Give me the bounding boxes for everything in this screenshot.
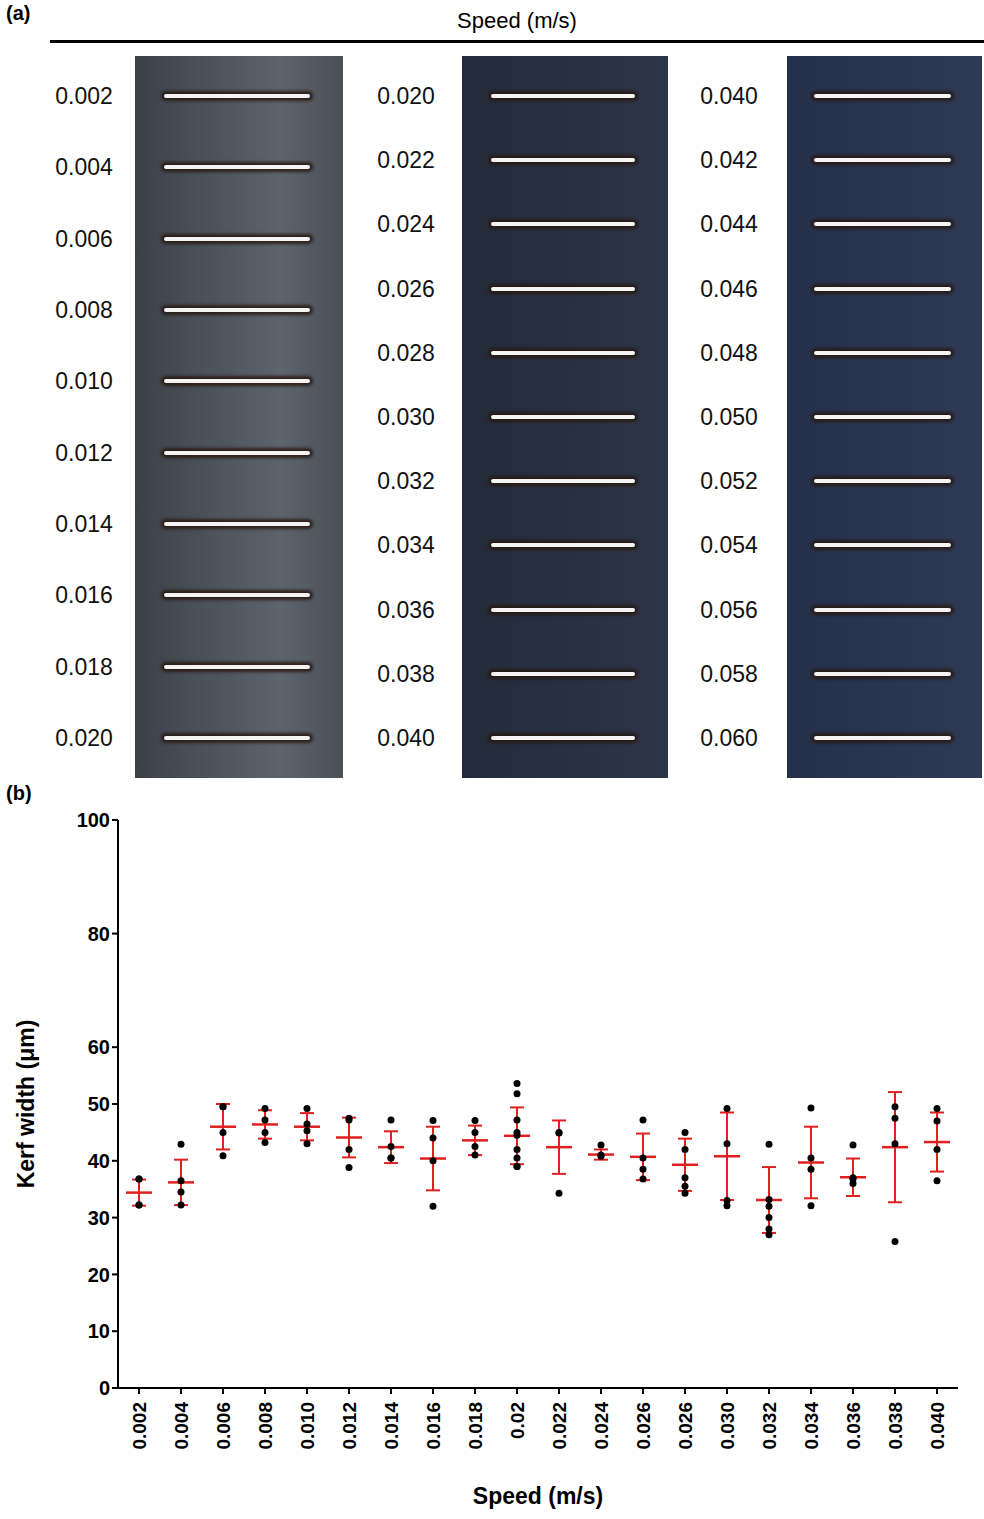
html-text:0.056: 0.056: [700, 596, 758, 623]
html-text:0.046: 0.046: [700, 275, 758, 302]
svg-text:0.036: 0.036: [843, 1402, 864, 1450]
html-text:0.050: 0.050: [700, 404, 758, 430]
svg-text:0.030: 0.030: [717, 1402, 738, 1450]
html-text:0.022: 0.022: [377, 147, 435, 174]
html-text:0.054: 0.054: [700, 532, 758, 559]
html-text:0.044: 0.044: [700, 211, 758, 238]
html-text:(a): (a): [6, 2, 31, 24]
svg-text:0.012: 0.012: [339, 1402, 360, 1450]
html-text:(b): (b): [6, 782, 32, 804]
html-text:0.034: 0.034: [377, 532, 435, 559]
html-text:0.036: 0.036: [377, 596, 435, 623]
html-text:0.060: 0.060: [700, 725, 758, 751]
html-text:0.024: 0.024: [377, 211, 435, 238]
svg-text:Kerf width (μm): Kerf width (μm): [13, 1020, 39, 1189]
html-text:0.052: 0.052: [700, 468, 758, 495]
svg-text:0.022: 0.022: [549, 1402, 570, 1450]
html-text:0.042: 0.042: [700, 147, 758, 174]
svg-text:0.038: 0.038: [885, 1402, 906, 1450]
svg-text:20: 20: [88, 1264, 110, 1286]
svg-text:0.016: 0.016: [423, 1402, 444, 1450]
html-text:0.058: 0.058: [700, 660, 758, 687]
html-text:0.008: 0.008: [55, 297, 113, 323]
svg-text:100: 100: [77, 809, 110, 831]
html-text:0.030: 0.030: [377, 404, 435, 430]
html-text:0.014: 0.014: [55, 511, 113, 537]
html-text:0.010: 0.010: [55, 368, 113, 395]
html-text:0.026: 0.026: [377, 275, 435, 302]
svg-text:0.034: 0.034: [801, 1402, 822, 1450]
svg-text:0.040: 0.040: [927, 1402, 948, 1450]
svg-text:0.032: 0.032: [759, 1402, 780, 1450]
html-text:0.012: 0.012: [55, 439, 113, 466]
svg-text:10: 10: [88, 1320, 110, 1342]
svg-text:0: 0: [99, 1377, 110, 1399]
html-text:0.038: 0.038: [377, 660, 435, 687]
svg-text:0.018: 0.018: [465, 1402, 486, 1450]
html-text:0.006: 0.006: [55, 225, 113, 252]
svg-text:80: 80: [88, 923, 110, 945]
svg-text:0.008: 0.008: [255, 1402, 276, 1450]
html-text:0.032: 0.032: [377, 468, 435, 495]
svg-text:60: 60: [88, 1036, 110, 1058]
svg-text:40: 40: [88, 1150, 110, 1172]
html-text:Speed (m/s): Speed (m/s): [457, 8, 577, 33]
svg-text:0.010: 0.010: [297, 1402, 318, 1450]
svg-text:0.026: 0.026: [675, 1402, 696, 1450]
svg-text:0.02: 0.02: [507, 1402, 528, 1439]
html-text:0.002: 0.002: [55, 83, 113, 109]
svg-text:0.014: 0.014: [381, 1402, 402, 1450]
svg-text:50: 50: [88, 1093, 110, 1115]
svg-text:30: 30: [88, 1207, 110, 1229]
html-text:0.016: 0.016: [55, 582, 113, 609]
svg-text:0.006: 0.006: [213, 1402, 234, 1450]
svg-text:0.004: 0.004: [171, 1402, 192, 1450]
html-text:0.020: 0.020: [377, 83, 435, 109]
svg-text:0.026: 0.026: [633, 1402, 654, 1450]
html-text:0.004: 0.004: [55, 154, 113, 181]
html-text:0.040: 0.040: [377, 725, 435, 751]
html-text:0.028: 0.028: [377, 339, 435, 366]
svg-text:Speed (m/s): Speed (m/s): [473, 1483, 603, 1509]
html-text:0.048: 0.048: [700, 339, 758, 366]
html-text:0.020: 0.020: [55, 725, 113, 751]
svg-text:0.024: 0.024: [591, 1402, 612, 1450]
svg-text:0.002: 0.002: [129, 1402, 150, 1450]
html-text:0.040: 0.040: [700, 83, 758, 109]
html-text:0.018: 0.018: [55, 653, 113, 680]
